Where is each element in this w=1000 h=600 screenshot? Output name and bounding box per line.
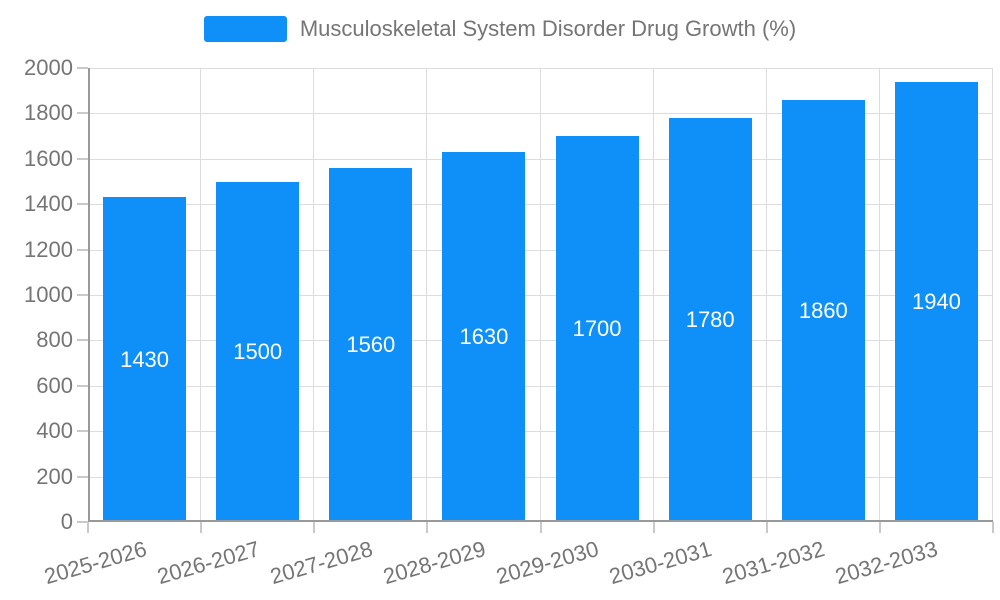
bar-value-label: 1630 bbox=[459, 324, 509, 349]
y-tick-label: 400 bbox=[36, 418, 73, 444]
bar[interactable]: 1430 bbox=[103, 197, 187, 522]
bar-value-label: 1940 bbox=[911, 288, 961, 314]
x-axis-tick bbox=[765, 522, 768, 533]
y-axis-tick bbox=[77, 384, 88, 387]
x-axis-tick bbox=[426, 522, 429, 533]
x-gridline bbox=[992, 68, 993, 522]
y-tick-label: 1200 bbox=[24, 236, 73, 262]
bar[interactable]: 1940 bbox=[894, 81, 978, 522]
x-axis-tick bbox=[652, 522, 655, 533]
x-axis-tick bbox=[878, 522, 881, 533]
y-axis-tick bbox=[77, 203, 88, 206]
y-tick-label: 600 bbox=[36, 372, 73, 398]
legend[interactable]: Musculoskeletal System Disorder Drug Gro… bbox=[0, 16, 1000, 42]
x-gridline bbox=[426, 68, 428, 522]
x-axis-tick bbox=[87, 522, 89, 533]
y-gridline bbox=[88, 340, 993, 342]
y-tick-label: 800 bbox=[36, 327, 73, 353]
x-axis-tick bbox=[200, 522, 203, 533]
y-gridline bbox=[88, 295, 993, 296]
y-gridline bbox=[88, 249, 993, 251]
y-tick-label: 1000 bbox=[24, 282, 73, 307]
y-tick-label: 200 bbox=[36, 463, 73, 489]
x-axis-line bbox=[88, 520, 993, 522]
y-axis-tick bbox=[77, 248, 88, 251]
plot-area: 1430 1500 1560 1630 1700 1780 1860 1940 bbox=[88, 68, 993, 522]
bar[interactable]: 1860 bbox=[781, 99, 865, 522]
x-axis-tick bbox=[992, 522, 994, 533]
x-gridline bbox=[200, 68, 202, 522]
bar-value-label: 1500 bbox=[233, 338, 283, 364]
y-tick-label: 1600 bbox=[24, 145, 73, 171]
bar[interactable]: 1560 bbox=[329, 167, 413, 522]
y-axis-tick bbox=[77, 339, 88, 342]
x-gridline bbox=[539, 68, 541, 522]
y-gridline bbox=[88, 113, 993, 115]
bar-value-label: 1430 bbox=[120, 346, 170, 372]
y-tick-label: 1400 bbox=[24, 191, 73, 217]
bar-value-label: 1560 bbox=[346, 331, 396, 357]
legend-swatch bbox=[203, 16, 287, 42]
y-gridline bbox=[88, 476, 993, 478]
y-axis-tick bbox=[77, 294, 88, 296]
x-axis-tick bbox=[313, 522, 316, 533]
y-tick-label: 1800 bbox=[24, 100, 73, 126]
y-axis-tick bbox=[77, 67, 88, 69]
x-gridline bbox=[313, 68, 315, 522]
x-gridline bbox=[878, 68, 880, 522]
bar[interactable]: 1500 bbox=[216, 181, 300, 522]
y-axis-tick bbox=[77, 430, 88, 433]
x-gridline bbox=[765, 68, 767, 522]
y-gridline bbox=[88, 68, 993, 69]
bar-value-label: 1860 bbox=[798, 297, 848, 323]
y-gridline bbox=[88, 431, 993, 433]
x-gridline bbox=[652, 68, 654, 522]
y-axis-line bbox=[88, 68, 90, 522]
y-axis-tick bbox=[77, 521, 88, 523]
y-tick-label: 2000 bbox=[24, 55, 73, 80]
y-axis-tick bbox=[77, 157, 88, 160]
y-gridline bbox=[88, 385, 993, 387]
bar-value-label: 1780 bbox=[685, 306, 735, 332]
x-axis-tick bbox=[539, 522, 542, 533]
y-axis-tick bbox=[77, 112, 88, 115]
bar[interactable]: 1780 bbox=[668, 117, 752, 522]
legend-label: Musculoskeletal System Disorder Drug Gro… bbox=[299, 16, 797, 41]
bar[interactable]: 1630 bbox=[442, 152, 526, 522]
y-gridline bbox=[88, 204, 993, 206]
y-axis-tick bbox=[77, 475, 88, 478]
bar[interactable]: 1700 bbox=[555, 136, 639, 522]
y-tick-label: 0 bbox=[60, 509, 73, 534]
y-gridline bbox=[88, 158, 993, 160]
bar-value-label: 1700 bbox=[572, 316, 622, 342]
